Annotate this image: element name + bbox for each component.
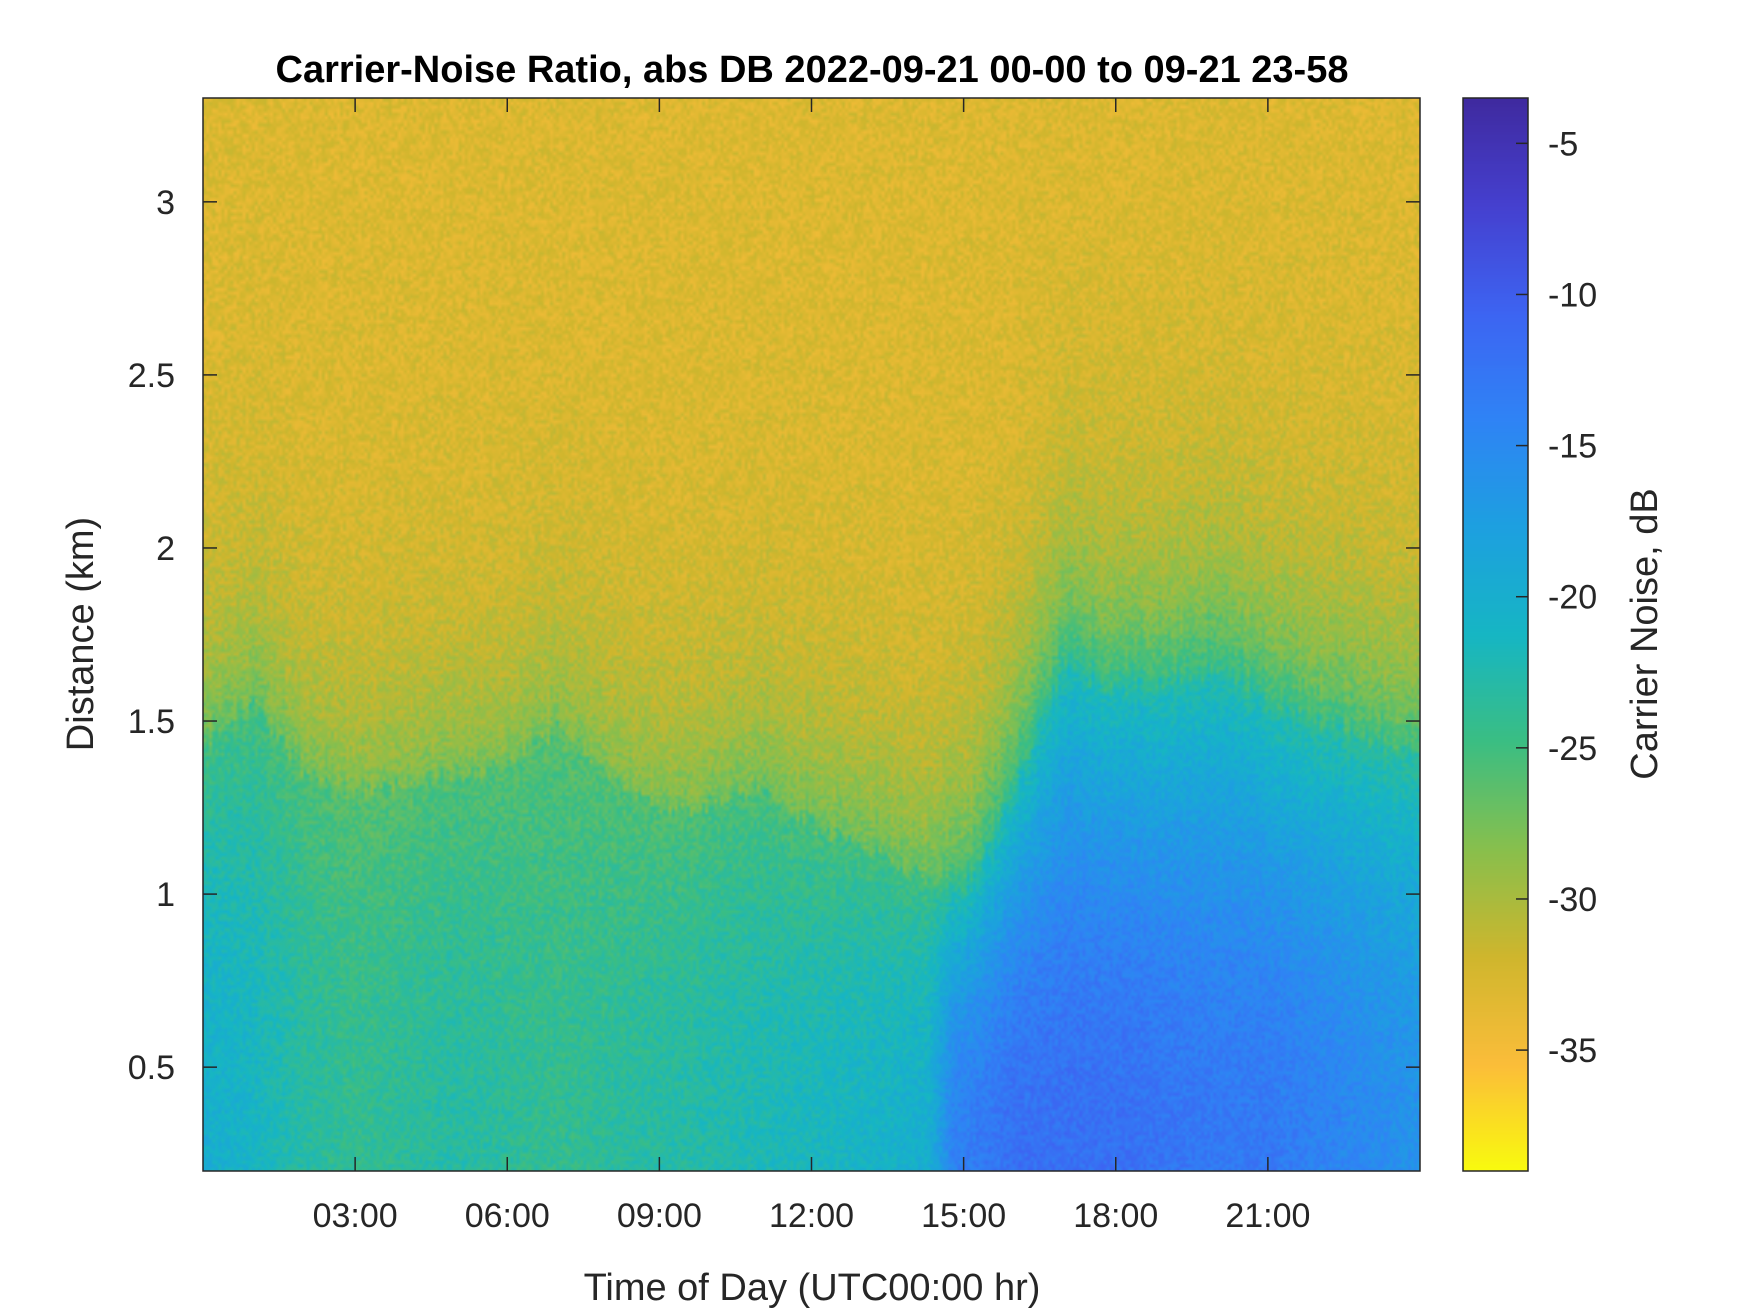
- x-tick-label: 12:00: [769, 1197, 854, 1235]
- colorbar-frame: [1462, 97, 1529, 1172]
- y-axis: 0.5 1 1.5 2 2.5 3: [128, 184, 1420, 1087]
- colorbar-tick-label: -35: [1548, 1032, 1597, 1070]
- y-tick-label: 0.5: [128, 1049, 175, 1087]
- heatmap-image: [203, 98, 1420, 1171]
- colorbar-tick-label: -30: [1548, 881, 1597, 919]
- y-axis-label: Distance (km): [60, 517, 102, 751]
- y-tick-label: 1.5: [128, 703, 175, 741]
- chart-title: Carrier-Noise Ratio, abs DB 2022-09-21 0…: [276, 49, 1349, 91]
- colorbar: -5 -10 -15 -20 -25 -30 -35: [1462, 97, 1597, 1172]
- colorbar-image: [1463, 98, 1528, 1171]
- y-tick-label: 3: [156, 184, 175, 222]
- x-tick-label: 06:00: [465, 1197, 550, 1235]
- x-axis-label: Time of Day (UTC00:00 hr): [584, 1267, 1041, 1309]
- x-tick-label: 09:00: [617, 1197, 702, 1235]
- y-tick-label: 1: [156, 876, 175, 914]
- colorbar-tick-label: -25: [1548, 730, 1597, 768]
- colorbar-tick-label: -10: [1548, 276, 1597, 314]
- colorbar-gradient: [1463, 98, 1528, 1171]
- x-tick-label: 18:00: [1073, 1197, 1158, 1235]
- y-tick-label: 2: [156, 530, 175, 568]
- x-tick-label: 03:00: [313, 1197, 398, 1235]
- colorbar-tick-label: -20: [1548, 579, 1597, 617]
- y-tick-label: 2.5: [128, 357, 175, 395]
- colorbar-label: Carrier Noise, dB: [1624, 488, 1666, 779]
- colorbar-tick-label: -15: [1548, 428, 1597, 466]
- colorbar-tick-label: -5: [1548, 125, 1578, 163]
- heatmap-cells: [203, 98, 1420, 1171]
- x-tick-label: 21:00: [1225, 1197, 1310, 1235]
- x-tick-label: 15:00: [921, 1197, 1006, 1235]
- colorbar-ticks: -5 -10 -15 -20 -25 -30 -35: [1516, 125, 1597, 1070]
- x-axis: 03:00 06:00 09:00 12:00 15:00 18:00 21:00: [313, 98, 1310, 1235]
